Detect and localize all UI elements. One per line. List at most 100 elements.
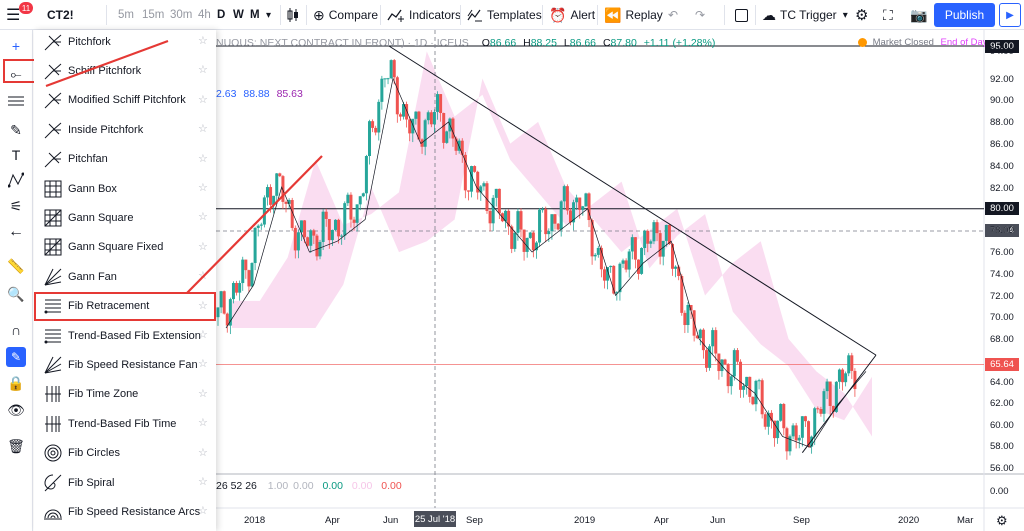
candle-body — [235, 282, 239, 293]
ruler-icon[interactable]: 📏 — [7, 257, 25, 274]
brush-icon[interactable]: ✎ — [10, 121, 22, 138]
favorite-star-icon[interactable]: ☆ — [198, 35, 208, 47]
menu-item-fib-circles[interactable]: Fib Circles ☆ — [34, 439, 216, 468]
menu-item-schiff-pitchfork[interactable]: Schiff Pitchfork ☆ — [34, 56, 216, 85]
price-label: 92.00 — [990, 74, 1014, 85]
warning-icon — [858, 37, 867, 47]
favorite-star-icon[interactable]: ☆ — [198, 446, 208, 459]
redo-icon[interactable]: ↷ — [695, 8, 706, 22]
candle-body — [426, 112, 430, 121]
alert-button[interactable]: ⏰ Alert — [549, 7, 596, 23]
timeframe-4h[interactable]: 4h — [198, 9, 211, 21]
favorite-star-icon[interactable]: ☆ — [198, 182, 208, 194]
lower-trendline — [801, 354, 877, 454]
menu-item-gann-box[interactable]: Gann Box ☆ — [34, 174, 216, 203]
timeframe-w[interactable]: W — [233, 9, 244, 21]
menu-item-pitchfork[interactable]: Pitchfork ☆ — [34, 30, 216, 56]
candle-body — [785, 428, 789, 452]
templates-button[interactable]: Templates — [467, 0, 542, 30]
fullscreen-icon[interactable]: ⛶ — [883, 6, 893, 23]
menu-item-label: Inside Pitchfork — [68, 123, 144, 136]
menu-item-fib-time-zone[interactable]: Fib Time Zone ☆ — [34, 380, 216, 409]
candle-body — [822, 391, 826, 414]
layout-name-button[interactable]: ☁ TC Trigger ▾ — [762, 7, 848, 23]
favorite-star-icon[interactable]: ☆ — [198, 299, 208, 312]
candle-body — [507, 210, 511, 227]
undo-icon[interactable]: ↶ — [668, 8, 679, 22]
menu-item-trend-fib-extension[interactable]: Trend-Based Fib Extension ☆ — [34, 321, 216, 350]
menu-item-fib-spiral[interactable]: Fib Spiral ☆ — [34, 468, 216, 497]
magnet-icon[interactable]: ∩ — [10, 322, 22, 338]
timeframe-d[interactable]: D — [217, 9, 226, 21]
menu-item-gann-square-fixed[interactable]: Gann Square Fixed ☆ — [34, 233, 216, 262]
candle-body — [488, 211, 492, 224]
main-menu-icon[interactable]: ☰ — [6, 7, 21, 24]
favorite-star-icon[interactable]: ☆ — [198, 417, 208, 430]
candle-style-icon[interactable] — [286, 0, 300, 30]
pitchfork-tool-icon[interactable] — [4, 90, 28, 112]
candle-body — [813, 408, 817, 437]
favorite-star-icon[interactable]: ☆ — [198, 329, 208, 341]
candle-body — [225, 313, 229, 326]
eye-icon[interactable]: 👁 — [7, 401, 25, 418]
menu-item-label: Schiff Pitchfork — [68, 64, 142, 77]
favorite-star-icon[interactable]: ☆ — [198, 476, 208, 488]
candle-body — [408, 119, 412, 134]
pattern-icon[interactable] — [4, 169, 28, 191]
favorite-star-icon[interactable]: ☆ — [198, 505, 208, 518]
favorite-star-icon[interactable]: ☆ — [198, 152, 208, 165]
favorite-star-icon[interactable]: ☆ — [198, 123, 208, 136]
menu-item-fib-speed-arcs[interactable]: Fib Speed Resistance Arcs ☆ — [34, 497, 216, 526]
timeframe-30m[interactable]: 30m — [170, 9, 193, 21]
stay-in-drawing-icon[interactable]: ✎ — [4, 346, 28, 368]
timeframe-m[interactable]: M — [250, 9, 260, 21]
compare-button[interactable]: ⊕ Compare — [313, 7, 379, 23]
candle-body — [309, 230, 313, 246]
candle-body — [439, 94, 443, 114]
candle-body — [380, 78, 384, 102]
publish-button[interactable]: Publish — [934, 3, 995, 27]
menu-item-inside-pitchfork[interactable]: Inside Pitchfork ☆ — [34, 115, 216, 144]
menu-item-gann-square[interactable]: Gann Square ☆ — [34, 203, 216, 232]
timeframe-dropdown-icon[interactable]: ▾ — [266, 9, 272, 21]
favorite-star-icon[interactable]: ☆ — [198, 93, 208, 106]
replay-button[interactable]: ⏪ Replay — [604, 7, 663, 23]
favorite-star-icon[interactable]: ☆ — [198, 211, 208, 224]
text-tool-icon[interactable]: T — [11, 147, 21, 163]
axis-settings-gear-icon[interactable]: ⚙ — [996, 513, 1008, 528]
timeframe-5m[interactable]: 5m — [118, 9, 134, 21]
favorite-star-icon[interactable]: ☆ — [198, 387, 208, 400]
candle-body — [528, 232, 532, 238]
candle-body — [556, 223, 560, 230]
lock-icon[interactable]: 🔒 — [7, 374, 25, 391]
settings-gear-icon[interactable]: ⚙ — [855, 7, 869, 24]
favorite-star-icon[interactable]: ☆ — [198, 270, 208, 283]
zoom-icon[interactable]: 🔍 — [7, 285, 25, 302]
play-icon[interactable]: ▶ — [999, 3, 1021, 27]
timeframe-15m[interactable]: 15m — [142, 9, 165, 21]
favorite-star-icon[interactable]: ☆ — [198, 358, 208, 371]
prediction-icon[interactable]: ⚟ — [9, 197, 23, 214]
favorite-star-icon[interactable]: ☆ — [198, 64, 208, 77]
menu-item-trend-fib-time[interactable]: Trend-Based Fib Time ☆ — [34, 409, 216, 438]
menu-item-fib-retracement[interactable]: Fib Retracement ☆ — [34, 291, 216, 321]
price-chart[interactable] — [216, 30, 1024, 531]
candle-body — [228, 299, 232, 326]
candle-body — [491, 197, 495, 224]
candle-body — [834, 381, 838, 412]
price-label: 78.00 — [990, 225, 1014, 236]
favorite-star-icon[interactable]: ☆ — [198, 240, 208, 253]
menu-item-gann-fan[interactable]: Gann Fan ☆ — [34, 262, 216, 291]
layout-icon[interactable] — [735, 0, 748, 30]
trend-line-icon[interactable]: ⟜ — [10, 65, 22, 82]
indicators-button[interactable]: Indicators — [387, 0, 461, 30]
symbol-search[interactable]: CT2! — [47, 8, 74, 22]
menu-item-pitchfan[interactable]: Pitchfan ☆ — [34, 145, 216, 174]
menu-item-fib-speed-fan[interactable]: Fib Speed Resistance Fan ☆ — [34, 350, 216, 379]
candle-body — [751, 396, 755, 405]
back-arrow-icon[interactable]: ← — [8, 223, 24, 240]
camera-icon[interactable]: 📷 — [910, 6, 928, 23]
trash-icon[interactable]: 🗑 — [7, 437, 25, 454]
crosshair-icon[interactable]: + — [11, 38, 21, 54]
menu-item-modified-schiff-pitchfork[interactable]: Modified Schiff Pitchfork ☆ — [34, 86, 216, 115]
